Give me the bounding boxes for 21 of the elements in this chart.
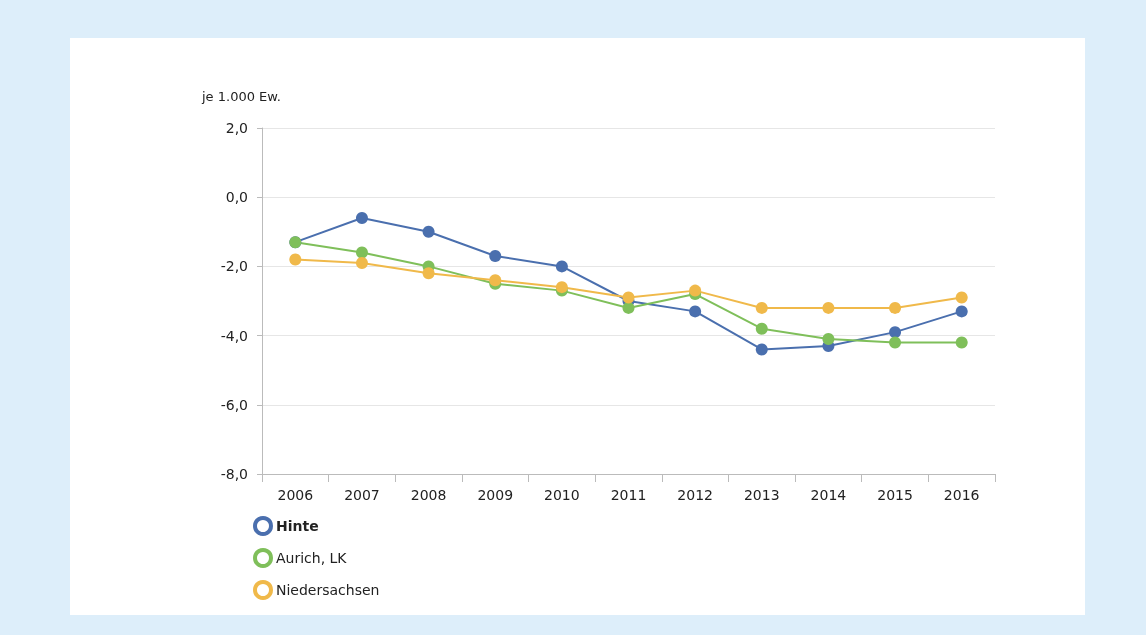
legend-label: Aurich, LK [276,550,348,566]
y-tick-label: 0,0 [225,189,248,206]
y-axis-title: je 1.000 Ew. [201,89,281,104]
x-tick-label: 2007 [344,487,380,503]
y-tick-label: -8,0 [220,466,248,482]
x-tick-label: 2006 [277,487,314,503]
y-tick-label: -4,0 [220,327,248,344]
y-tick-label: -6,0 [220,396,248,413]
x-tick-label: 2014 [810,487,847,503]
x-tick-label: 2011 [610,487,647,503]
x-tick-label: 2008 [410,487,447,503]
x-tick-label: 2009 [477,487,514,503]
legend-label: Niedersachsen [276,582,380,598]
x-tick-label: 2012 [677,487,713,503]
y-tick-label: 2,0 [225,120,248,136]
x-tick-label: 2010 [544,487,580,503]
x-tick-label: 2015 [877,487,913,503]
x-tick-label: 2013 [743,487,780,503]
x-tick-label: 2016 [943,487,980,503]
y-tick-label: -2,0 [220,258,248,275]
legend-label: Hinte [276,518,319,534]
